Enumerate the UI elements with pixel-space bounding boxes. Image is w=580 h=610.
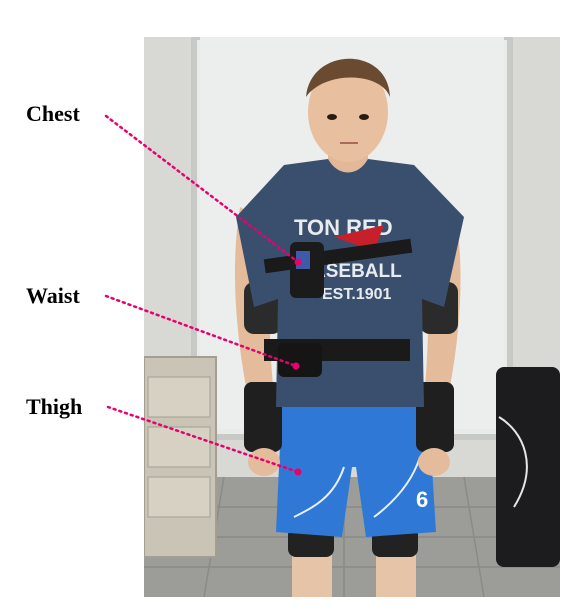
thigh-label: Thigh [26, 394, 83, 419]
shorts [276, 402, 436, 537]
photo-scene: 6 TON RED ASEBALL EST.1901 [144, 37, 560, 597]
right-wrist-guard [416, 382, 454, 452]
shorts-stripe [293, 466, 345, 518]
subject-photo: 6 TON RED ASEBALL EST.1901 [144, 37, 560, 597]
cabinet-drawer [147, 426, 211, 468]
waist-label: Waist [26, 283, 80, 308]
chest-leader-line [104, 114, 300, 264]
left-hand [248, 448, 280, 476]
chest-label: Chest [26, 101, 80, 126]
cabinet-drawer [147, 476, 211, 518]
thigh-leader-line [106, 405, 300, 474]
shirt-text-line2: ASEBALL [312, 261, 402, 282]
hair [306, 58, 390, 97]
right-eye [359, 114, 369, 120]
left-eye [327, 114, 337, 120]
cable [498, 416, 528, 508]
chair [496, 367, 560, 567]
waist-sensor [278, 343, 322, 377]
shirt-text-line3: EST.1901 [322, 286, 391, 303]
waist-marker-dot [292, 362, 300, 370]
thigh-marker-dot [294, 468, 302, 476]
shorts-stripe [373, 456, 421, 518]
left-wrist-guard [244, 382, 282, 452]
cabinet-drawer [147, 376, 211, 418]
chest-marker-dot [294, 258, 302, 266]
face [308, 62, 388, 162]
shorts-number: 6 [416, 487, 428, 512]
right-hand [418, 448, 450, 476]
waist-leader-line [104, 294, 298, 368]
